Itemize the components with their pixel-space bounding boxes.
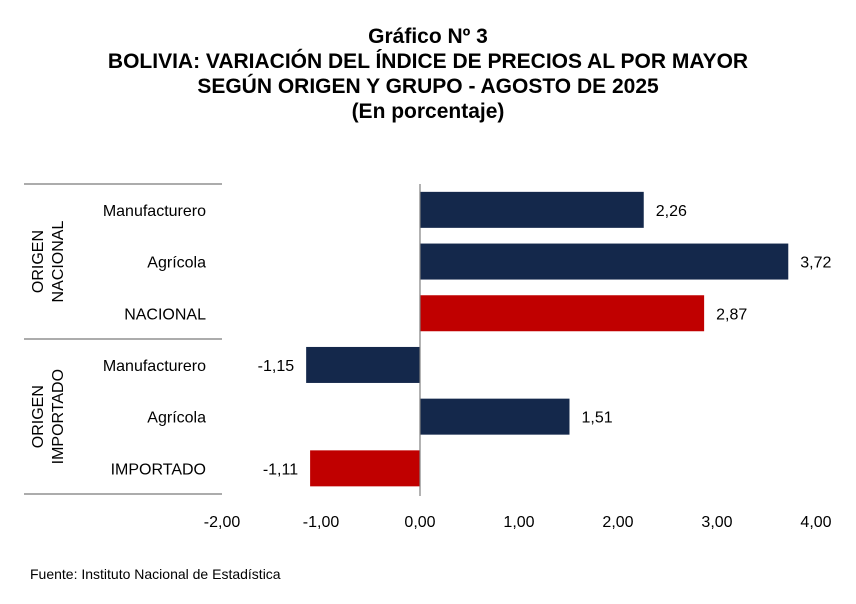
category-label: Agrícola	[147, 255, 206, 272]
chart-units: (En porcentaje)	[351, 100, 505, 123]
data-label: -1,15	[258, 358, 295, 375]
category-label: Manufacturero	[103, 358, 206, 375]
bar	[420, 243, 789, 280]
group-label-line1: ORIGEN	[30, 230, 47, 293]
data-label: 1,51	[581, 410, 612, 427]
x-tick-label: -2,00	[204, 514, 241, 531]
bar	[310, 450, 420, 487]
bar	[420, 398, 570, 435]
group-label-line2: NACIONAL	[50, 221, 67, 303]
x-tick-label: 2,00	[602, 514, 633, 531]
group-label-line2: IMPORTADO	[50, 369, 67, 464]
bar	[306, 346, 420, 383]
data-label: 3,72	[800, 255, 831, 272]
x-tick-label: 4,00	[800, 514, 831, 531]
x-tick-label: -1,00	[303, 514, 340, 531]
bar	[420, 295, 705, 332]
source-note: Fuente: Instituto Nacional de Estadístic…	[30, 566, 281, 582]
chart-number: Gráfico Nº 3	[368, 25, 488, 48]
x-tick-label: 1,00	[503, 514, 534, 531]
data-label: -1,11	[263, 461, 298, 478]
category-label: IMPORTADO	[111, 461, 206, 478]
bar	[420, 191, 644, 228]
category-label: Manufacturero	[103, 203, 206, 220]
data-label: 2,26	[656, 203, 687, 220]
chart-subtitle: SEGÚN ORIGEN Y GRUPO - AGOSTO DE 2025	[197, 75, 659, 98]
chart-title-block: Gráfico Nº 3 BOLIVIA: VARIACIÓN DEL ÍNDI…	[0, 24, 856, 124]
category-label: NACIONAL	[124, 306, 206, 323]
chart-title: BOLIVIA: VARIACIÓN DEL ÍNDICE DE PRECIOS…	[107, 50, 749, 73]
category-label: Agrícola	[147, 410, 206, 427]
group-label-line1: ORIGEN	[30, 385, 47, 448]
x-tick-label: 0,00	[404, 514, 435, 531]
x-tick-label: 3,00	[701, 514, 732, 531]
data-label: 2,87	[716, 306, 747, 323]
